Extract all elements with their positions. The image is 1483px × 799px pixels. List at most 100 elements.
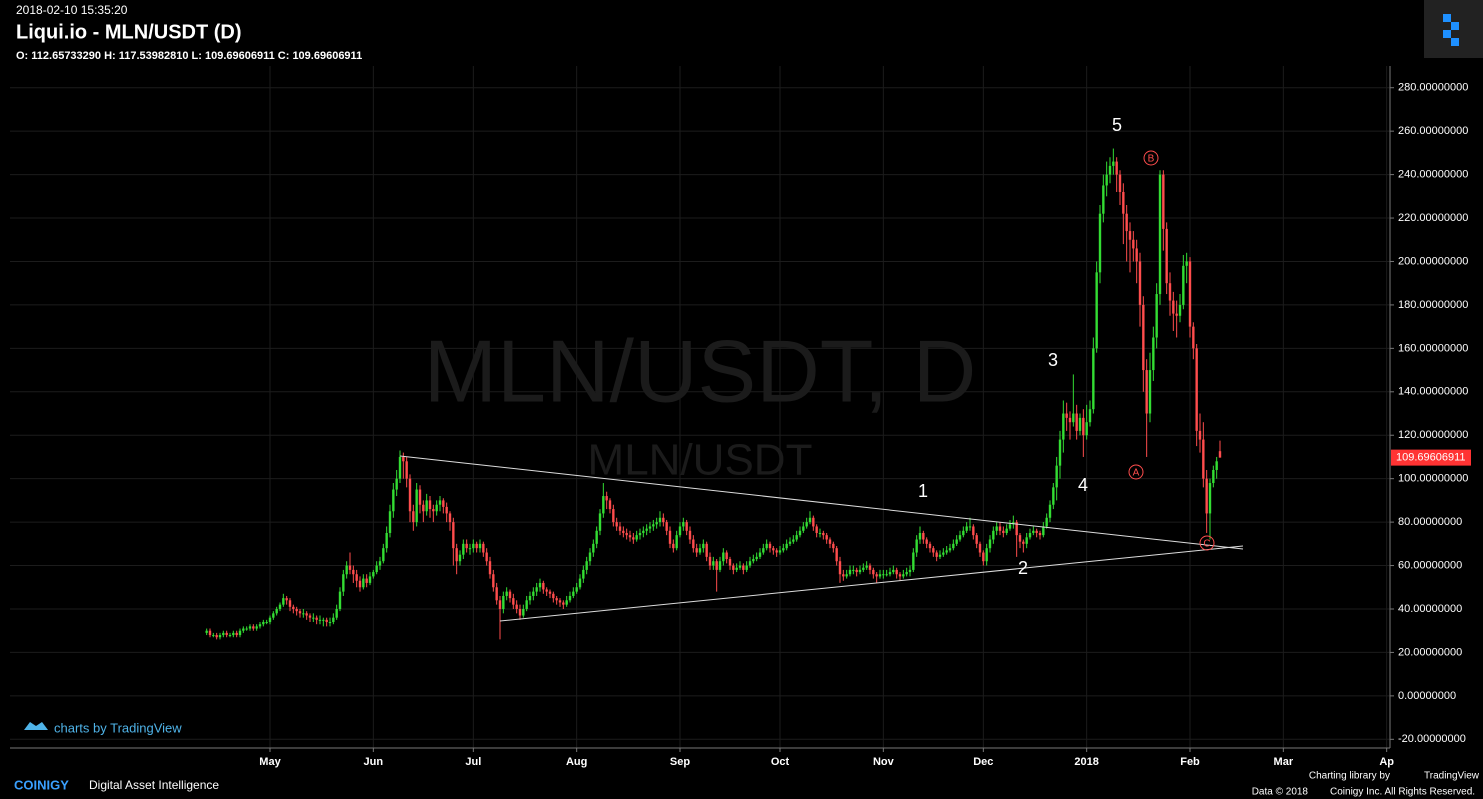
candle-body — [1142, 304, 1145, 371]
candle-body — [885, 574, 888, 576]
wave-label: 2 — [1018, 558, 1028, 578]
candle-body — [282, 598, 285, 605]
candle-body — [608, 500, 612, 510]
candle-body — [978, 543, 982, 553]
candle-body — [295, 608, 298, 612]
candle-body — [995, 526, 998, 531]
candle-body — [1208, 483, 1212, 514]
title: Liqui.io - MLN/USDT (D) — [16, 21, 242, 43]
candle-body — [582, 569, 585, 579]
candle-body — [808, 517, 812, 523]
candle-body — [835, 548, 838, 562]
candle-body — [448, 513, 452, 523]
tv-credit[interactable]: charts by TradingView — [54, 720, 182, 735]
wave-circle — [1128, 464, 1144, 480]
candle-body — [598, 513, 602, 531]
y-tick-label: 60.00000000 — [1398, 559, 1462, 571]
candle-body — [592, 543, 595, 553]
candle-body — [892, 569, 895, 573]
candle-body — [225, 632, 228, 636]
candle-body — [622, 530, 625, 533]
x-tick-label: Mar — [1274, 756, 1294, 768]
candle-body — [1062, 413, 1065, 440]
candle-body — [1032, 530, 1035, 533]
candle-body — [715, 561, 718, 570]
candle-body — [1102, 185, 1105, 214]
candle-body — [792, 539, 795, 542]
candle-body — [628, 535, 632, 538]
candle-body — [1172, 300, 1175, 314]
x-tick-label: Feb — [1180, 756, 1200, 768]
y-tick-label: 240.00000000 — [1398, 169, 1468, 181]
candle-body — [508, 591, 512, 599]
candle-body — [908, 569, 912, 573]
candle-body — [782, 548, 785, 551]
wave-circle — [1199, 535, 1215, 551]
candle-body — [505, 591, 508, 596]
candle-body — [1008, 524, 1012, 529]
candle-body — [1018, 535, 1022, 542]
candle-body — [575, 587, 578, 592]
candle-body — [612, 509, 615, 523]
x-tick-label: Ap — [1379, 756, 1394, 768]
candle-body — [1048, 504, 1052, 518]
candle-body — [785, 543, 788, 549]
candle-body — [498, 600, 502, 609]
candle-body — [855, 569, 858, 573]
tv-logo — [24, 722, 48, 730]
y-tick-label: 0.00000000 — [1398, 690, 1456, 702]
candle-body — [875, 574, 878, 577]
candle-body — [538, 582, 542, 588]
candle-body — [312, 617, 315, 619]
candle-body — [695, 548, 698, 553]
candle-body — [722, 552, 725, 562]
candle-body — [328, 622, 332, 624]
candle-body — [1078, 417, 1082, 431]
candle-body — [1165, 228, 1168, 284]
candle-body — [625, 532, 628, 536]
wave-circle — [1143, 150, 1159, 166]
candle-body — [1148, 370, 1152, 414]
candle-body — [922, 532, 925, 540]
candle-body — [748, 561, 752, 566]
lib-name[interactable]: TradingView — [1424, 771, 1480, 782]
candle-body — [832, 543, 835, 549]
candle-body — [442, 500, 445, 507]
candle-body — [958, 535, 962, 540]
wave-circled-label: C — [1203, 539, 1210, 550]
candle-body — [918, 532, 922, 540]
candle-body — [378, 561, 382, 566]
candle-body — [515, 604, 518, 609]
y-tick-label: 140.00000000 — [1398, 386, 1468, 398]
y-tick-label: 200.00000000 — [1398, 255, 1468, 267]
lib-credit: Charting library by — [1309, 771, 1390, 782]
candle-body — [798, 530, 802, 536]
candle-body — [1185, 261, 1188, 266]
y-tick-label: 160.00000000 — [1398, 342, 1468, 354]
candle-body — [725, 552, 728, 560]
y-tick-label: 100.00000000 — [1398, 473, 1468, 485]
candle-body — [778, 550, 782, 553]
candle-body — [472, 543, 475, 549]
x-tick-label: Nov — [873, 756, 895, 768]
trendline-upper — [399, 455, 1244, 550]
candle-body — [375, 565, 378, 573]
candle-body — [602, 496, 605, 514]
candle-body — [398, 456, 402, 479]
plot-area — [205, 148, 1222, 640]
candle-body — [848, 569, 852, 575]
candle-body — [428, 500, 432, 510]
candle-body — [492, 574, 495, 588]
candle-body — [468, 548, 472, 550]
candle-body — [518, 608, 522, 616]
candle-body — [362, 578, 365, 588]
candle-body — [1152, 337, 1155, 371]
trendline-lower — [499, 545, 1244, 622]
candle-body — [665, 522, 668, 531]
candle-body — [248, 626, 252, 629]
candle-body — [828, 539, 832, 544]
candle-body — [1125, 213, 1128, 232]
candle-body — [858, 569, 862, 573]
